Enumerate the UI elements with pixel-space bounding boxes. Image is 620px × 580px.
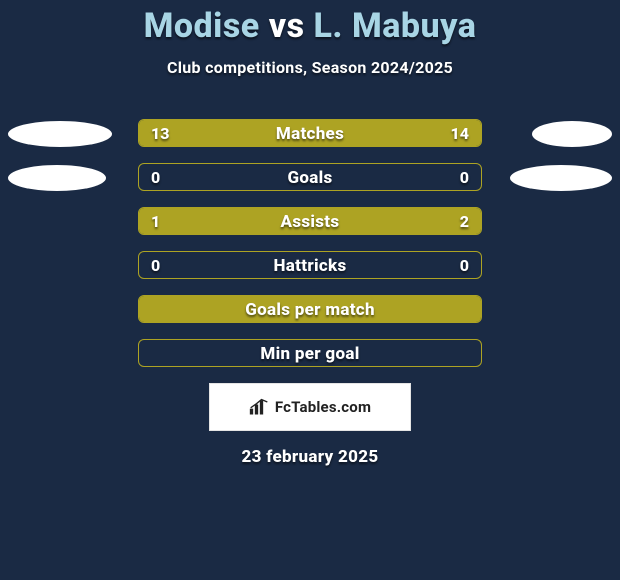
stat-bar: Goals0 0 — [138, 163, 482, 191]
stat-label: Hattricks — [139, 252, 481, 279]
stat-value-right: 0 — [460, 252, 469, 279]
source-badge: FcTables.com — [209, 383, 411, 431]
stat-bar: Matches13 14 — [138, 119, 482, 147]
stat-row: Goals per match — [0, 295, 620, 323]
stat-value-left: 0 — [151, 252, 160, 279]
left-marker-ellipse — [8, 121, 112, 147]
stat-bar: Hattricks0 0 — [138, 251, 482, 279]
stat-value-right: 14 — [451, 120, 469, 147]
title-player-right: L. Mabuya — [314, 6, 477, 46]
stat-row: Assists1 2 — [0, 207, 620, 235]
stat-bar: Min per goal — [138, 339, 482, 367]
stat-value-left: 1 — [151, 208, 160, 235]
right-marker-ellipse — [532, 121, 612, 147]
stat-label: Matches — [139, 120, 481, 147]
page-title: Modise vs L. Mabuya — [0, 0, 620, 46]
stat-row: Goals0 0 — [0, 163, 620, 191]
stat-row: Matches13 14 — [0, 119, 620, 147]
stat-row: Min per goal — [0, 339, 620, 367]
title-player-left: Modise — [144, 6, 260, 46]
left-marker-ellipse — [8, 165, 106, 191]
stat-label: Min per goal — [139, 340, 481, 367]
stat-label: Assists — [139, 208, 481, 235]
stat-value-left: 0 — [151, 164, 160, 191]
stat-bar: Goals per match — [138, 295, 482, 323]
right-marker-ellipse — [510, 165, 612, 191]
bars-icon — [249, 398, 269, 416]
stat-label: Goals — [139, 164, 481, 191]
stat-rows: Matches1314Goals00Assists12Hattricks00Go… — [0, 119, 620, 367]
date-label: 23 february 2025 — [0, 447, 620, 467]
title-vs: vs — [269, 6, 305, 46]
stat-value-right: 0 — [460, 164, 469, 191]
stat-label: Goals per match — [139, 296, 481, 323]
stat-value-right: 2 — [460, 208, 469, 235]
stat-row: Hattricks0 0 — [0, 251, 620, 279]
comparison-infographic: Modise vs L. Mabuya Club competitions, S… — [0, 0, 620, 580]
stat-value-left: 13 — [151, 120, 169, 147]
subtitle: Club competitions, Season 2024/2025 — [0, 58, 620, 77]
stat-bar: Assists1 2 — [138, 207, 482, 235]
source-badge-text: FcTables.com — [275, 398, 371, 416]
